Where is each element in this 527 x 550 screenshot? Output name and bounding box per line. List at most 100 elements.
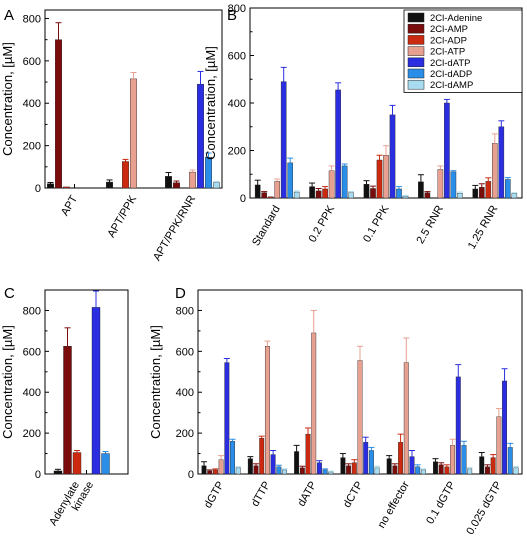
panel-d-bar-2cl-damp-dttp: [282, 469, 287, 475]
panel-b-bar-2cl-damp-2-5-rnr: [457, 193, 463, 199]
panel-d-bar-2cl-amp-0-1-dgtp: [438, 464, 444, 475]
panel-b-xtick-label: 0.1 PPK: [361, 203, 392, 245]
panel-b-ytick-label: 200: [228, 146, 246, 158]
panel-a-bar-2cl-dadp-apt-ppk-rnr: [205, 157, 212, 189]
panel-b-bar-2cl-adenine-0-2-ppk: [309, 186, 315, 199]
panel-d-bar-2cl-atp-no-effector: [403, 362, 409, 475]
panel-b-bar-2cl-datp-0-2-ppk: [335, 89, 341, 199]
panel-d-bar-2cl-datp-dgtp: [224, 362, 230, 475]
legend-label-2cl-datp: 2Cl-dATP: [430, 58, 470, 69]
legend-swatch-2cl-datp: [407, 57, 425, 68]
panel-letter-b: B: [227, 7, 237, 24]
panel-b-ytick-label: 0: [240, 193, 246, 205]
panel-b-bar-2cl-datp-1-25-rnr: [498, 126, 505, 199]
panel-b-xtick-label: 1.25 RNR: [466, 203, 501, 251]
panel-c-ytick-label: 0: [35, 469, 41, 481]
panel-d-bar-2cl-atp-datp: [311, 332, 317, 475]
panel-d-xtick-label: dTTP: [249, 480, 273, 509]
panel-d-bar-2cl-adp-datp: [305, 433, 311, 475]
panel-b-bar-2cl-datp-standard: [280, 81, 287, 199]
panel-d-bar-2cl-datp-dttp: [270, 454, 276, 475]
panel-d-bar-2cl-dadp-0-1-dgtp: [461, 445, 467, 475]
panel-d-bar-2cl-damp-dctp: [374, 467, 380, 475]
panel-d-bar-2cl-amp-dttp: [253, 465, 259, 475]
panel-c-bar-2cl-datp-adenylate-kinase: [91, 307, 101, 475]
panel-d-bar-2cl-atp-dttp: [264, 346, 270, 475]
panel-b-xtick-label: Standard: [250, 204, 283, 249]
panel-a-bar-2cl-atp-apt-ppk: [130, 78, 137, 189]
panel-a-bar-2cl-damp-apt-ppk-rnr: [213, 182, 220, 189]
panel-d-bar-2cl-adenine-0-025-dgtp: [479, 456, 485, 475]
panel-c-bar-2cl-amp-adenylate-kinase: [63, 346, 72, 475]
panel-d-ytick-label: 600: [176, 346, 194, 358]
panel-d-bar-2cl-damp-0-025-dgtp: [513, 467, 519, 475]
panel-b-bar-2cl-adp-0-2-ppk: [322, 188, 328, 199]
panel-b-bar-2cl-adp-standard: [267, 196, 274, 199]
legend-swatch-2cl-adp: [407, 35, 425, 45]
panel-d-bar-2cl-damp-0-1-dgtp: [467, 468, 473, 475]
panel-b-bar-2cl-adenine-2-5-rnr: [418, 181, 424, 199]
panel-a-bar-2cl-amp-apt: [55, 39, 62, 189]
panel-b-bar-2cl-damp-standard: [293, 191, 300, 199]
panel-b-bar-2cl-adp-1-25-rnr: [485, 181, 492, 199]
panel-d-ytick-label: 200: [176, 428, 194, 440]
panel-d-bar-2cl-amp-dgtp: [207, 470, 213, 475]
panel-d-bar-2cl-atp-dgtp: [218, 459, 224, 475]
panel-d-bar-2cl-datp-datp: [316, 462, 322, 475]
panel-d-bar-2cl-adenine-no-effector: [386, 458, 392, 475]
panel-b-bar-2cl-datp-2-5-rnr: [444, 102, 450, 199]
panel-d-bar-2cl-datp-dctp: [363, 442, 369, 475]
panel-b-bar-2cl-atp-0-1-ppk: [383, 155, 389, 199]
panel-d-xtick-label: dATP: [296, 480, 320, 509]
panel-d-bar-2cl-damp-no-effector: [420, 469, 426, 475]
legend-label-2cl-adenine: 2Cl-Adenine: [430, 13, 482, 24]
panel-b-bar-2cl-dadp-0-1-ppk: [396, 188, 402, 199]
panel-b-y-axis-label: Concentration, [µM]: [203, 46, 218, 160]
panel-a-xtick-label: APT/PPK/RNR: [151, 193, 198, 263]
legend: 2Cl-Adenine2Cl-AMP2Cl-ADP2Cl-ATP2Cl-dATP…: [403, 9, 523, 93]
legend-label-2cl-atp: 2Cl-ATP: [430, 47, 465, 58]
legend-swatch-2cl-adenine: [407, 12, 425, 23]
panel-d-bar-2cl-dadp-dttp: [276, 466, 282, 475]
panel-d-bar-2cl-adenine-datp: [294, 451, 300, 475]
panel-b-ytick-label: 800: [228, 3, 246, 15]
panel-d-bar-2cl-adp-no-effector: [398, 442, 404, 475]
panel-b-bar-2cl-atp-0-2-ppk: [328, 170, 335, 199]
panel-a-bar-2cl-adp-apt: [63, 186, 70, 189]
panel-c-ytick-label: 400: [23, 387, 41, 399]
panel-c-bar-2cl-adenine-adenylate-kinase: [53, 470, 63, 475]
panel-a-chart: 0 200 400 600 800 Concentration, [µM] APT APT/P…: [0, 9, 223, 263]
panel-d-bar-2cl-amp-no-effector: [392, 465, 398, 475]
panel-b-xtick-label: 0.2 PPK: [307, 203, 338, 245]
legend-swatch-2cl-amp: [407, 23, 425, 34]
panel-d-ytick-label: 400: [176, 387, 194, 399]
panel-c-axes-frame: [44, 289, 129, 475]
panel-d-ytick-label: 0: [188, 469, 194, 481]
panel-a-bar-2cl-atp-apt-ppk-rnr: [189, 171, 196, 189]
panel-c-bar-2cl-adp-adenylate-kinase: [72, 452, 82, 475]
panel-letter-a: A: [4, 7, 14, 24]
panel-d-bar-2cl-datp-0-1-dgtp: [455, 376, 461, 475]
legend-swatch-2cl-damp: [407, 79, 425, 90]
panel-d-bar-2cl-adenine-dctp: [340, 457, 346, 475]
panel-d-bar-2cl-adp-0-1-dgtp: [444, 466, 450, 475]
panel-c-ytick-label: 800: [23, 305, 41, 317]
panel-b-bar-2cl-damp-0-2-ppk: [348, 192, 354, 199]
panel-d-bar-2cl-dadp-no-effector: [415, 466, 421, 475]
panel-a-y-axis-label: Concentration, [µM]: [0, 42, 15, 156]
panel-a-bar-2cl-amp-apt-ppk-rnr: [173, 182, 180, 189]
legend-label-2cl-amp: 2Cl-AMP: [430, 24, 468, 35]
panel-d-bar-2cl-datp-no-effector: [409, 456, 415, 475]
panel-d-bar-2cl-dadp-dctp: [368, 450, 374, 475]
panel-d-bar-2cl-atp-0-1-dgtp: [450, 445, 456, 475]
panel-a-bar-2cl-adp-apt-ppk: [122, 161, 129, 189]
panel-b-bar-2cl-amp-0-2-ppk: [315, 190, 322, 199]
panel-d-bar-2cl-datp-0-025-dgtp: [502, 380, 508, 475]
panel-a-ytick-label: 800: [23, 13, 41, 25]
panel-a-ytick-label: 600: [23, 56, 41, 68]
panel-c-ytick-label: 600: [23, 346, 41, 358]
panel-d-bar-2cl-dadp-dgtp: [230, 441, 235, 475]
panel-d-xtick-label: 0.1 dGTP: [424, 480, 458, 527]
panel-a-ytick-label: 0: [35, 183, 41, 195]
